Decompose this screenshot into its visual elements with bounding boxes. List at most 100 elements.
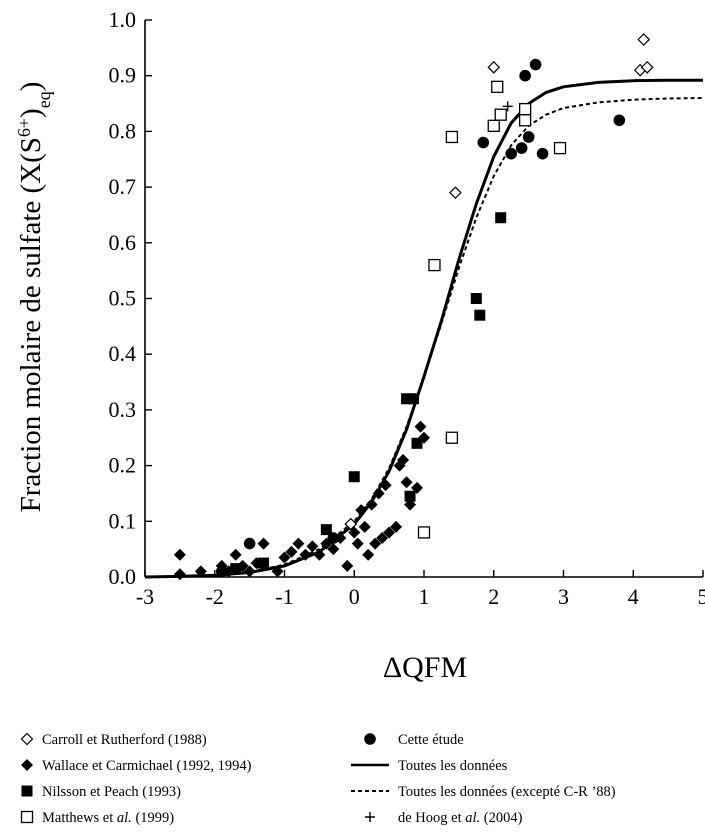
y-tick-label: 0.1 xyxy=(109,508,137,533)
point-filled-circle xyxy=(529,58,542,71)
legend-label: Wallace et Carmichael (1992, 1994) xyxy=(42,758,252,774)
point-filled-diamond xyxy=(376,532,389,545)
point-open-square xyxy=(491,80,504,93)
y-axis-title-superscript: 6+ xyxy=(14,118,34,137)
point-filled-circle xyxy=(519,69,531,82)
point-open-diamond xyxy=(344,517,358,531)
legend-label-part: de Hoog et xyxy=(398,810,465,826)
fit-line-solid xyxy=(144,78,703,579)
point-open-square xyxy=(417,526,431,539)
legend-label-part: (1999) xyxy=(132,810,174,826)
y-tick-label: 0.8 xyxy=(109,118,137,143)
legend-label: Carroll et Rutherford (1988) xyxy=(42,732,207,748)
point-filled-circle xyxy=(243,537,256,550)
legend-marker-filled-square xyxy=(21,785,33,797)
point-filled-circle xyxy=(477,136,490,149)
y-tick-label: 1.0 xyxy=(109,7,137,32)
y-axis-title: Fraction molaire de sulfate (X(S6+)eq) xyxy=(14,82,54,513)
point-filled-diamond xyxy=(341,559,354,572)
y-tick-label: 0.3 xyxy=(109,397,137,422)
y-tick-label: 0.4 xyxy=(109,341,137,366)
point-filled-diamond xyxy=(369,537,382,550)
x-tick-label: -1 xyxy=(275,584,293,609)
point-open-diamond xyxy=(640,60,654,74)
point-filled-diamond xyxy=(194,565,207,578)
point-filled-square xyxy=(411,437,423,449)
legend-marker-open-square xyxy=(20,810,34,824)
point-filled-diamond xyxy=(355,504,368,517)
x-tick-label: -2 xyxy=(206,584,224,609)
y-tick-label: 0.0 xyxy=(109,564,137,589)
point-open-diamond xyxy=(449,186,462,200)
point-filled-diamond xyxy=(358,520,371,533)
point-open-square xyxy=(487,119,500,132)
point-filled-diamond xyxy=(383,526,396,539)
legend-marker-plus xyxy=(365,812,375,822)
point-filled-diamond xyxy=(348,526,361,539)
fit-line-dashed xyxy=(144,97,704,578)
point-filled-diamond xyxy=(414,420,427,433)
point-filled-diamond xyxy=(278,551,291,564)
legend-label-italic: al. xyxy=(465,810,480,826)
point-filled-diamond xyxy=(299,548,312,561)
point-open-diamond xyxy=(637,33,651,46)
point-filled-diamond xyxy=(257,537,270,550)
y-tick-label: 0.9 xyxy=(109,63,137,88)
point-filled-diamond xyxy=(390,520,403,533)
point-filled-diamond xyxy=(379,479,392,492)
legend-label-italic: al. xyxy=(117,810,132,826)
point-filled-circle xyxy=(613,114,626,127)
point-filled-square xyxy=(408,393,420,405)
x-tick-label: 1 xyxy=(419,584,430,609)
data-points xyxy=(173,33,654,581)
point-open-square xyxy=(428,258,441,272)
point-filled-square xyxy=(404,490,416,502)
x-tick-label: -3 xyxy=(136,584,154,609)
point-filled-diamond xyxy=(365,498,378,511)
point-filled-square xyxy=(474,309,486,321)
y-axis-title-subscript: eq xyxy=(34,91,54,108)
point-filled-diamond xyxy=(271,565,284,578)
point-filled-square xyxy=(401,393,413,405)
point-filled-circle xyxy=(505,147,517,160)
y-tick-label: 0.2 xyxy=(109,453,137,478)
x-tick-label: 2 xyxy=(488,584,499,609)
x-tick-label: 4 xyxy=(628,584,639,609)
point-open-square xyxy=(553,141,567,155)
y-tick-label: 0.5 xyxy=(109,286,137,311)
legend-label: Nilsson et Peach (1993) xyxy=(42,784,181,800)
point-open-square xyxy=(518,114,532,127)
point-filled-diamond xyxy=(285,545,298,558)
point-filled-square xyxy=(320,524,332,536)
point-filled-circle xyxy=(215,565,228,578)
legend-marker-filled-diamond xyxy=(21,759,33,771)
y-tick-label: 0.7 xyxy=(109,174,137,199)
point-filled-diamond xyxy=(351,537,364,550)
point-filled-circle xyxy=(327,532,340,544)
point-filled-diamond xyxy=(292,537,305,550)
x-axis-title: ΔQFM xyxy=(383,651,467,684)
legend: Carroll et Rutherford (1988) Wallace et C… xyxy=(20,732,616,826)
y-axis-title-close-paren: ) xyxy=(15,108,47,118)
x-tick-label: 3 xyxy=(558,584,569,609)
point-filled-square xyxy=(348,471,360,483)
point-open-square xyxy=(518,102,532,116)
point-plus xyxy=(502,101,513,112)
point-filled-square xyxy=(258,557,270,569)
point-open-square xyxy=(445,431,459,444)
legend-label-part: Matthews et xyxy=(42,810,117,826)
point-filled-circle xyxy=(536,147,549,160)
point-filled-circle xyxy=(522,131,535,143)
legend-label: Toutes les données (excepté C-R ’88) xyxy=(398,784,616,800)
legend-label-part: (2004) xyxy=(480,810,522,826)
legend-label: de Hoog et al. (2004) xyxy=(398,810,523,826)
y-axis-title-main: Fraction molaire de sulfate (X(S xyxy=(15,137,47,512)
point-filled-diamond xyxy=(173,548,186,561)
point-filled-diamond xyxy=(229,548,242,561)
point-filled-square xyxy=(495,212,507,224)
point-filled-diamond xyxy=(362,548,375,561)
legend-marker-open-diamond xyxy=(20,732,34,746)
legend-label: Toutes les données xyxy=(398,758,508,774)
y-tick-label: 0.6 xyxy=(109,230,137,255)
